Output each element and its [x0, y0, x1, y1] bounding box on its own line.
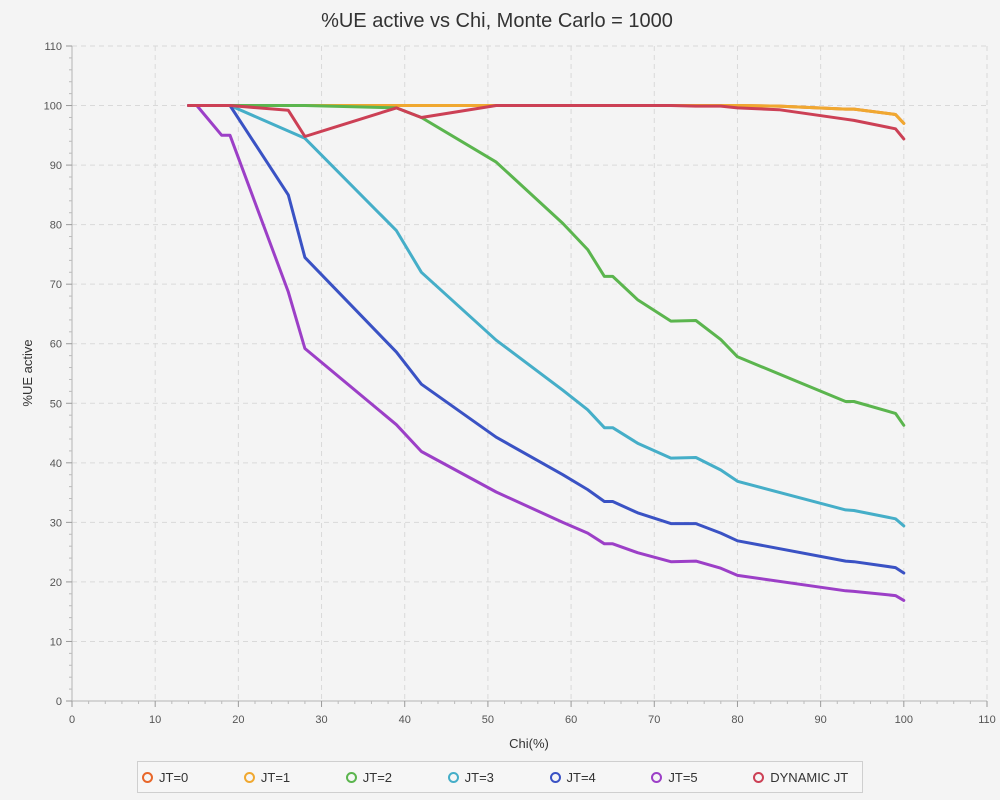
y-tick-label: 20 — [50, 577, 62, 589]
legend-item-jt-1[interactable]: JT=1 — [243, 762, 346, 792]
chart-title: %UE active vs Chi, Monte Carlo = 1000 — [321, 10, 673, 32]
y-tick-label: 90 — [50, 160, 62, 172]
legend-label: JT=0 — [159, 769, 189, 785]
legend-label: JT=4 — [566, 769, 596, 785]
y-tick-label: 70 — [50, 279, 62, 291]
grid-lines — [72, 45, 988, 701]
legend-marker-icon — [142, 771, 153, 783]
legend-item-jt-0[interactable]: JT=0 — [142, 762, 244, 792]
x-tick-label: 10 — [149, 714, 161, 726]
y-tick-label: 40 — [50, 458, 62, 470]
legend-item-jt-2[interactable]: JT=2 — [345, 762, 448, 792]
x-tick-label: 60 — [565, 714, 577, 726]
x-tick-label: 50 — [482, 714, 494, 726]
series-line-jt-5 — [187, 104, 906, 602]
y-tick-label: 110 — [44, 41, 62, 53]
legend-label: JT=2 — [362, 769, 393, 785]
legend-label: JT=3 — [464, 769, 494, 785]
x-tick-label: 110 — [978, 714, 996, 726]
x-tick-label: 30 — [315, 714, 327, 726]
series-line-jt-4 — [187, 104, 906, 575]
line-chart: %UE active vs Chi, Monte Carlo = 1000 0 1… — [20, 10, 996, 751]
legend-item-jt-4[interactable]: JT=4 — [549, 762, 652, 792]
legend-marker-icon — [753, 771, 765, 783]
legend-label: JT=1 — [260, 769, 291, 785]
y-tick-label: 80 — [50, 220, 62, 232]
y-tick-label: 60 — [50, 339, 62, 351]
x-tick-label: 20 — [232, 714, 244, 726]
x-tick-label: 80 — [731, 714, 743, 726]
legend-marker-icon — [345, 771, 357, 783]
legend-label: JT=5 — [668, 769, 698, 785]
y-axis-label: %UE active — [20, 339, 35, 406]
series-line-jt-3 — [187, 104, 906, 528]
x-axis-label: Chi(%) — [509, 736, 549, 751]
legend-label: DYNAMIC JT — [770, 769, 849, 785]
legend-marker-icon — [549, 771, 561, 783]
x-tick-label: 100 — [895, 714, 913, 726]
series-line-dynamic-jt — [187, 104, 906, 141]
x-tick-label: 0 — [69, 714, 75, 726]
legend-marker-icon — [447, 771, 459, 783]
y-tick-label: 0 — [56, 696, 62, 708]
x-tick-label: 70 — [648, 714, 660, 726]
y-tick-label: 10 — [50, 636, 62, 648]
series-lines — [187, 104, 906, 602]
y-tick-label: 100 — [44, 101, 62, 113]
chart-legend: JT=0 JT=1 JT=2 JT=3 JT=4 JT=5 DYNAMIC JT — [137, 761, 863, 793]
x-tick-label: 90 — [815, 714, 827, 726]
y-tick-label: 30 — [50, 517, 62, 529]
series-line-jt-2 — [187, 104, 906, 427]
legend-item-jt-3[interactable]: JT=3 — [447, 762, 550, 792]
legend-marker-icon — [243, 771, 255, 783]
y-tick-label: 50 — [50, 398, 62, 410]
tick-labels: 0 10 20 30 40 50 60 70 80 90 100 110 0 10 20 30 40 50 60 70… — [44, 41, 996, 726]
x-tick-label: 40 — [399, 714, 411, 726]
legend-marker-icon — [651, 771, 663, 783]
legend-item-jt-5[interactable]: JT=5 — [651, 762, 753, 792]
legend-item-dynamic-jt[interactable]: DYNAMIC JT — [753, 762, 862, 792]
axes — [66, 45, 988, 707]
